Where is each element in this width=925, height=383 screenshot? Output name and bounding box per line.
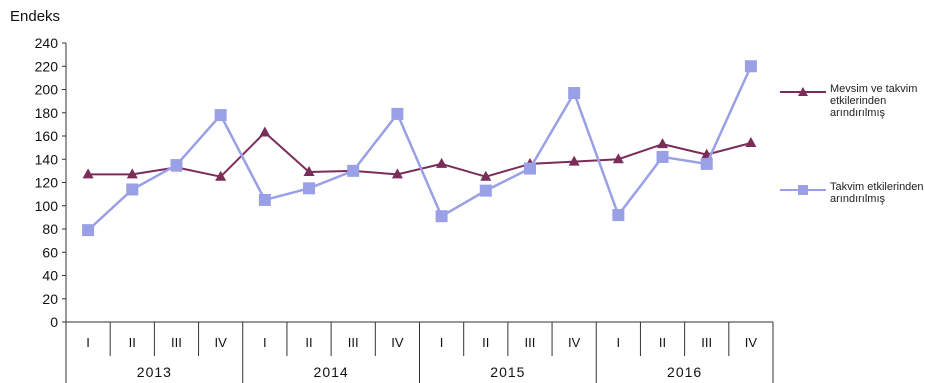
data-point-square bbox=[435, 210, 448, 223]
x-year-label: 2014 bbox=[314, 364, 349, 380]
data-point-triangle bbox=[657, 138, 669, 149]
data-point-square bbox=[214, 109, 227, 122]
data-point-triangle bbox=[82, 168, 94, 179]
data-point-triangle bbox=[303, 166, 315, 177]
data-point-square bbox=[126, 183, 139, 196]
data-point-triangle bbox=[215, 170, 227, 181]
x-year-label: 2015 bbox=[490, 364, 525, 380]
x-tick-label: I bbox=[86, 335, 90, 350]
legend-symbol-triangle bbox=[780, 87, 826, 96]
x-tick-label: I bbox=[440, 335, 444, 350]
legend-label: Takvim etkilerinden arındırılmış bbox=[830, 181, 924, 205]
y-tick-label: 100 bbox=[35, 198, 59, 214]
data-point-square bbox=[347, 164, 360, 177]
x-tick-label: III bbox=[701, 335, 712, 350]
data-point-square bbox=[479, 184, 492, 197]
data-point-square bbox=[612, 209, 625, 222]
y-tick-label: 20 bbox=[42, 291, 58, 307]
x-tick-label: II bbox=[305, 335, 312, 350]
y-tick-label: 200 bbox=[35, 82, 59, 98]
data-point-square bbox=[391, 107, 404, 120]
data-point-square bbox=[303, 182, 316, 195]
data-point-square bbox=[568, 86, 581, 99]
legend-entry-calendar: Takvim etkilerinden arındırılmış bbox=[780, 181, 925, 234]
data-point-triangle bbox=[259, 126, 271, 137]
y-tick-label: 180 bbox=[35, 105, 59, 121]
y-tick-label: 140 bbox=[35, 151, 59, 167]
y-tick-label: 0 bbox=[50, 314, 58, 330]
data-point-square bbox=[700, 157, 713, 170]
x-tick-label: I bbox=[617, 335, 621, 350]
y-tick-label: 160 bbox=[35, 128, 59, 144]
data-point-square bbox=[523, 162, 536, 175]
x-tick-label: III bbox=[525, 335, 536, 350]
y-axis-label: Endeks bbox=[10, 8, 61, 25]
data-point-square bbox=[82, 224, 95, 237]
data-point-square bbox=[656, 150, 669, 163]
x-tick-label: IV bbox=[568, 335, 581, 350]
x-tick-label: II bbox=[659, 335, 666, 350]
y-tick-label: 240 bbox=[35, 35, 59, 51]
series-line-calendar bbox=[87, 65, 753, 232]
legend-entry-seasonal: Mevsim ve takvim etkilerinden arındırılm… bbox=[780, 83, 925, 146]
x-tick-label: IV bbox=[391, 335, 404, 350]
data-point-triangle bbox=[745, 136, 757, 147]
x-year-label: 2013 bbox=[137, 364, 172, 380]
y-tick-label: 220 bbox=[35, 58, 59, 74]
x-tick-label: III bbox=[171, 335, 182, 350]
y-tick-label: 80 bbox=[42, 221, 58, 237]
data-point-square bbox=[744, 60, 757, 73]
x-tick-label: IV bbox=[215, 335, 228, 350]
data-point-triangle bbox=[391, 168, 403, 179]
x-tick-label: III bbox=[348, 335, 359, 350]
x-tick-label: II bbox=[129, 335, 136, 350]
y-tick-label: 40 bbox=[42, 268, 58, 284]
legend-symbol-square bbox=[780, 185, 826, 195]
x-tick-label: IV bbox=[745, 335, 758, 350]
data-point-square bbox=[170, 159, 183, 172]
data-point-triangle bbox=[480, 170, 492, 181]
data-point-triangle bbox=[126, 168, 138, 179]
y-tick-label: 120 bbox=[35, 175, 59, 191]
legend-label: Mevsim ve takvim etkilerinden arındırılm… bbox=[830, 83, 918, 119]
y-tick-label: 60 bbox=[42, 244, 58, 260]
x-tick-label: II bbox=[482, 335, 489, 350]
x-year-label: 2016 bbox=[667, 364, 702, 380]
series-line-seasonal bbox=[88, 131, 752, 178]
data-point-square bbox=[258, 193, 271, 206]
data-point-triangle bbox=[436, 157, 448, 168]
data-point-triangle bbox=[568, 155, 580, 166]
x-tick-label: I bbox=[263, 335, 267, 350]
data-point-triangle bbox=[612, 153, 624, 164]
